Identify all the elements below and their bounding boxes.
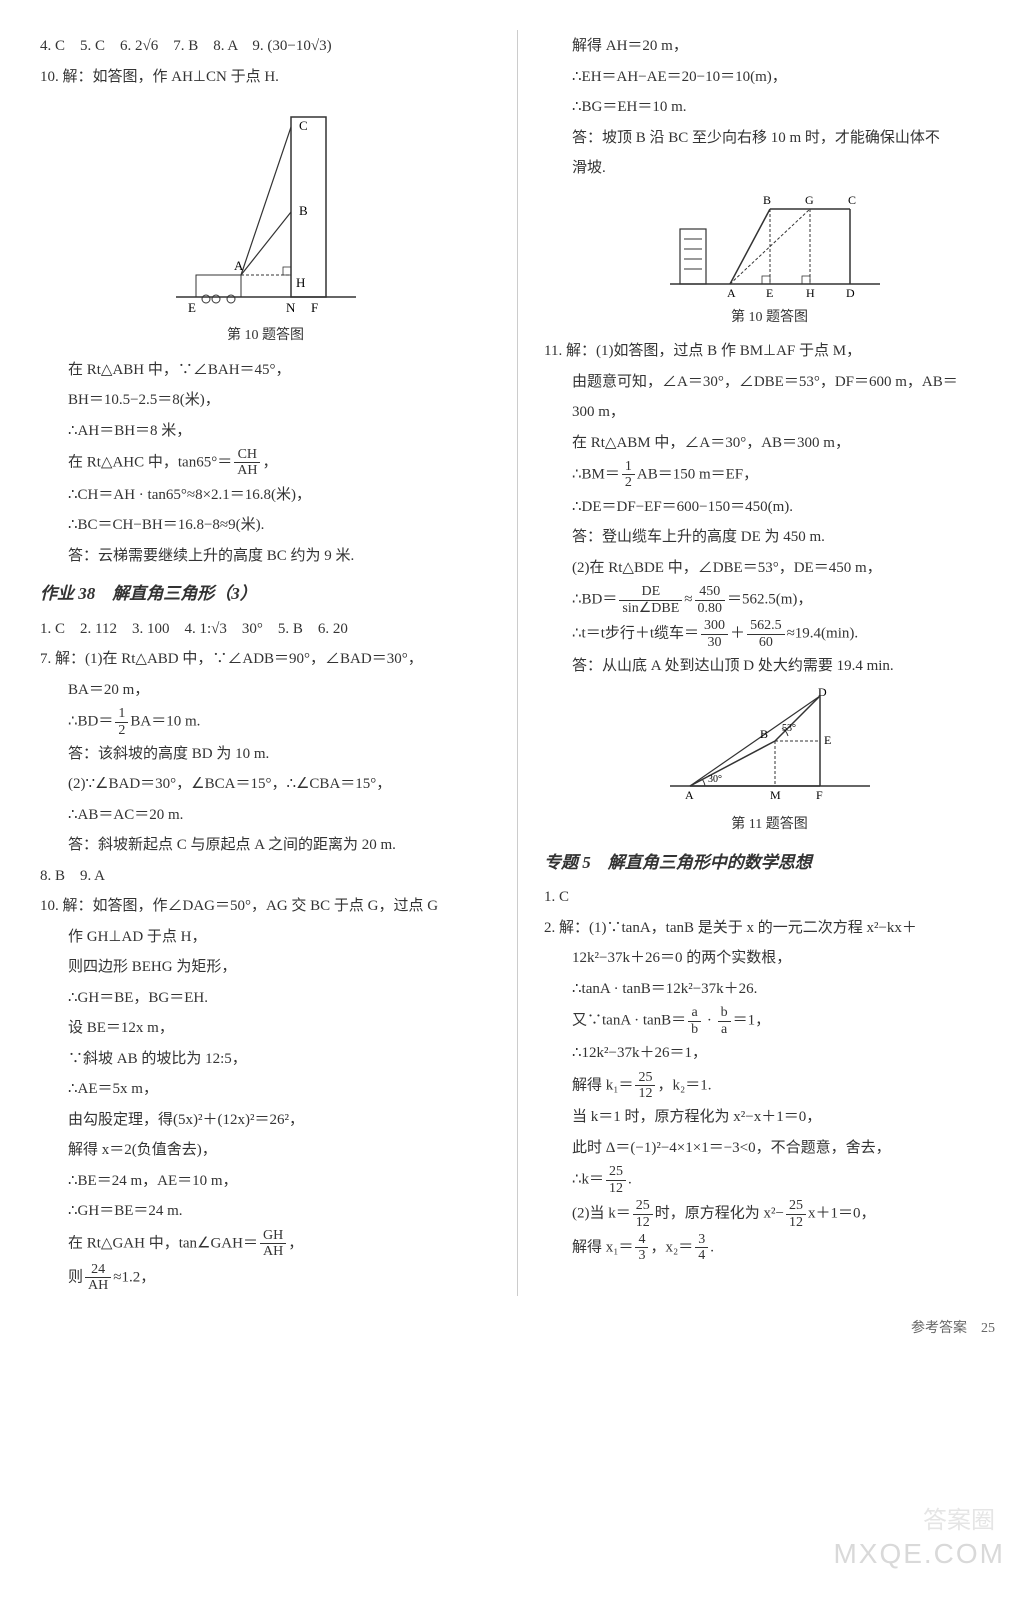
figure-caption: 第 10 题答图: [40, 323, 491, 350]
solution-line: ∴tanA · tanB＝12k²−37k＋26.: [544, 975, 995, 1004]
svg-text:E: E: [188, 300, 196, 315]
solution-line: ∴AH＝BH＝8 米，: [40, 417, 491, 446]
svg-text:A: A: [685, 788, 694, 802]
svg-text:B: B: [763, 193, 771, 207]
solution-line: ∵斜坡 AB 的坡比为 12:5，: [40, 1045, 491, 1074]
svg-text:A: A: [234, 258, 244, 273]
solution-line: ∴GH＝BE，BG＝EH.: [40, 984, 491, 1013]
svg-text:53°: 53°: [782, 723, 796, 734]
figure-11-right: A M F B E D 30° 53°: [544, 686, 995, 806]
solution-line: 11. 解：(1)如答图，过点 B 作 BM⊥AF 于点 M，: [544, 337, 995, 366]
svg-text:E: E: [766, 286, 773, 299]
solution-line: (2)当 k＝2512时，原方程化为 x²−2512x＋1＝0，: [544, 1198, 995, 1230]
solution-line: 答：斜坡新起点 C 与原起点 A 之间的距离为 20 m.: [40, 831, 491, 860]
solution-line: 在 Rt△AHC 中，tan65°＝CHAH，: [40, 447, 491, 479]
solution-line: 12k²−37k＋26＝0 的两个实数根，: [544, 944, 995, 973]
solution-line: ∴BG＝EH＝10 m.: [544, 93, 995, 122]
solution-line: BA＝20 m，: [40, 676, 491, 705]
solution-line: ∴BD＝12BA＝10 m.: [40, 706, 491, 738]
watermark-en: MXQE.COM: [833, 1527, 1005, 1580]
watermark-cn: 答案圈: [923, 1499, 995, 1545]
solution-line: 设 BE＝12x m，: [40, 1014, 491, 1043]
svg-text:B: B: [299, 203, 308, 218]
solution-line: ∴t＝t步行＋t缆车＝30030＋562.560≈19.4(min).: [544, 618, 995, 650]
answer-line: 8. B 9. A: [40, 862, 491, 891]
solution-line: 则24AH≈1.2，: [40, 1262, 491, 1294]
svg-text:C: C: [299, 118, 308, 133]
solution-line: ∴BM＝12AB＝150 m＝EF，: [544, 459, 995, 491]
solution-line: ∴12k²−37k＋26＝1，: [544, 1039, 995, 1068]
solution-line: ∴BC＝CH−BH＝16.8−8≈9(米).: [40, 511, 491, 540]
solution-line: ∴DE＝DF−EF＝600−150＝450(m).: [544, 493, 995, 522]
figure-10-left: E N F A H B C: [40, 97, 491, 317]
solution-line: (2)在 Rt△BDE 中，∠DBE＝53°，DE＝450 m，: [544, 554, 995, 583]
svg-text:C: C: [848, 193, 856, 207]
svg-text:D: D: [846, 286, 855, 299]
solution-line: BH＝10.5−2.5＝8(米)，: [40, 386, 491, 415]
right-column: 解得 AH＝20 m， ∴EH＝AH−AE＝20−10＝10(m)， ∴BG＝E…: [544, 30, 995, 1296]
section-title: 专题 5 解直角三角形中的数学思想: [544, 847, 995, 879]
solution-line: 则四边形 BEHG 为矩形，: [40, 953, 491, 982]
svg-text:M: M: [770, 788, 781, 802]
svg-text:H: H: [806, 286, 815, 299]
solution-line: 答：登山缆车上升的高度 DE 为 450 m.: [544, 523, 995, 552]
svg-text:H: H: [296, 275, 305, 290]
solution-line: 解得 AH＝20 m，: [544, 32, 995, 61]
svg-text:E: E: [824, 733, 831, 747]
section-title: 作业 38 解直角三角形（3）: [40, 578, 491, 610]
solution-line: 解得 x＝2(负值舍去)，: [40, 1136, 491, 1165]
svg-text:F: F: [816, 788, 823, 802]
solution-line: 答：该斜坡的高度 BD 为 10 m.: [40, 740, 491, 769]
solution-line: 300 m，: [544, 398, 995, 427]
solution-line: (2)∵∠BAD＝30°，∠BCA＝15°，∴∠CBA＝15°，: [40, 770, 491, 799]
solution-line: 10. 解：如答图，作∠DAG＝50°，AG 交 BC 于点 G，过点 G: [40, 892, 491, 921]
left-column: 4. C 5. C 6. 2√6 7. B 8. A 9. (30−10√3) …: [40, 30, 491, 1296]
solution-line: ∴EH＝AH−AE＝20−10＝10(m)，: [544, 63, 995, 92]
column-divider: [517, 30, 518, 1296]
svg-text:F: F: [311, 300, 318, 315]
solution-line: ∴BE＝24 m，AE＝10 m，: [40, 1167, 491, 1196]
solution-line: ∴AE＝5x m，: [40, 1075, 491, 1104]
svg-text:A: A: [727, 286, 736, 299]
svg-text:D: D: [818, 686, 827, 699]
svg-text:N: N: [286, 300, 296, 315]
solution-line: 滑坡.: [544, 154, 995, 183]
answer-line: 4. C 5. C 6. 2√6 7. B 8. A 9. (30−10√3): [40, 32, 491, 61]
solution-line: 在 Rt△ABM 中，∠A＝30°，AB＝300 m，: [544, 429, 995, 458]
solution-line: 答：坡顶 B 沿 BC 至少向右移 10 m 时，才能确保山体不: [544, 124, 995, 153]
solution-line: 2. 解：(1)∵tanA，tanB 是关于 x 的一元二次方程 x²−kx＋: [544, 914, 995, 943]
solution-line: 答：从山底 A 处到达山顶 D 处大约需要 19.4 min.: [544, 652, 995, 681]
svg-text:G: G: [805, 193, 814, 207]
solution-line: 解得 k₁＝2512，k₂＝1.: [544, 1070, 995, 1102]
solution-line: 10. 解：如答图，作 AH⊥CN 于点 H.: [40, 63, 491, 92]
solution-line: ∴k＝2512.: [544, 1164, 995, 1196]
solution-line: 作 GH⊥AD 于点 H，: [40, 923, 491, 952]
solution-line: 7. 解：(1)在 Rt△ABD 中，∵∠ADB＝90°，∠BAD＝30°，: [40, 645, 491, 674]
svg-text:30°: 30°: [708, 774, 722, 785]
svg-text:B: B: [760, 727, 768, 741]
solution-line: ∴GH＝BE＝24 m.: [40, 1197, 491, 1226]
page: 4. C 5. C 6. 2√6 7. B 8. A 9. (30−10√3) …: [40, 30, 995, 1296]
solution-line: ∴BD＝DEsin∠DBE≈4500.80＝562.5(m)，: [544, 584, 995, 616]
solution-line: 又∵tanA · tanB＝ab · ba＝1，: [544, 1005, 995, 1037]
figure-caption: 第 11 题答图: [544, 812, 995, 839]
solution-line: 此时 Δ＝(−1)²−4×1×1＝−3<0，不合题意，舍去，: [544, 1134, 995, 1163]
solution-line: 答：云梯需要继续上升的高度 BC 约为 9 米.: [40, 542, 491, 571]
solution-line: 在 Rt△GAH 中，tan∠GAH＝GHAH，: [40, 1228, 491, 1260]
solution-line: 解得 x₁＝43，x₂＝34.: [544, 1232, 995, 1264]
figure-10-right: A E H D B G C: [544, 189, 995, 299]
solution-line: ∴CH＝AH · tan65°≈8×2.1＝16.8(米)，: [40, 481, 491, 510]
solution-line: 在 Rt△ABH 中，∵∠BAH＝45°，: [40, 356, 491, 385]
solution-line: ∴AB＝AC＝20 m.: [40, 801, 491, 830]
solution-line: 当 k＝1 时，原方程化为 x²−x＋1＝0，: [544, 1103, 995, 1132]
figure-caption: 第 10 题答图: [544, 305, 995, 332]
solution-line: 由题意可知，∠A＝30°，∠DBE＝53°，DF＝600 m，AB＝: [544, 368, 995, 397]
page-footer: 参考答案 25: [40, 1316, 995, 1343]
answer-line: 1. C 2. 112 3. 100 4. 1:√3 30° 5. B 6. 2…: [40, 615, 491, 644]
solution-line: 由勾股定理，得(5x)²＋(12x)²＝26²，: [40, 1106, 491, 1135]
answer-line: 1. C: [544, 883, 995, 912]
